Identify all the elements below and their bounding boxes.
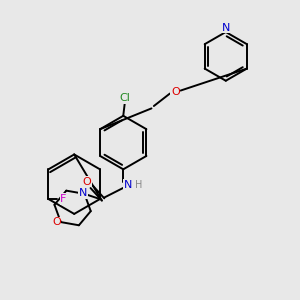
Text: Cl: Cl bbox=[119, 93, 130, 103]
Text: O: O bbox=[171, 87, 180, 97]
Text: O: O bbox=[52, 217, 61, 227]
Text: N: N bbox=[124, 180, 132, 190]
Text: O: O bbox=[82, 176, 91, 187]
Text: F: F bbox=[60, 194, 67, 204]
Text: N: N bbox=[79, 188, 87, 198]
Text: H: H bbox=[135, 180, 142, 190]
Text: N: N bbox=[222, 22, 231, 32]
